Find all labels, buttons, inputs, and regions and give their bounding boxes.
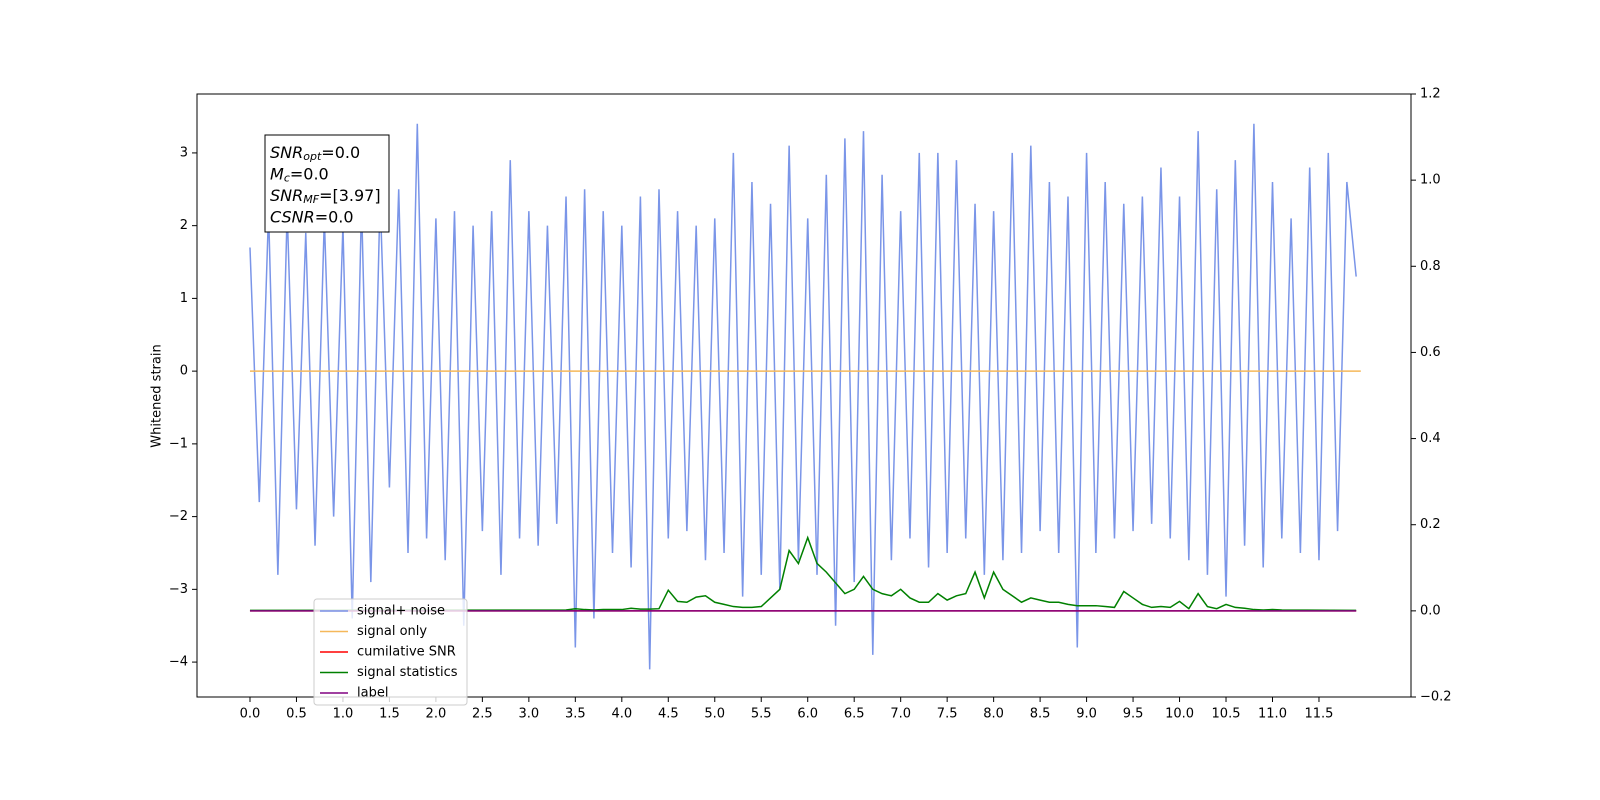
x-tick-label: 10.5 bbox=[1212, 707, 1241, 722]
annotation-text: =0.0 bbox=[290, 164, 329, 183]
x-tick-label: 5.0 bbox=[704, 707, 725, 722]
annotation-sub: c bbox=[284, 172, 290, 185]
annotation-text: =0.0 bbox=[321, 143, 360, 162]
x-tick-label: 2.5 bbox=[472, 707, 493, 722]
legend-label: signal statistics bbox=[357, 665, 458, 680]
x-tick-label: 4.0 bbox=[611, 707, 632, 722]
x-tick-label: 2.0 bbox=[426, 707, 447, 722]
x-tick-label: 4.5 bbox=[658, 707, 679, 722]
annotation-box bbox=[264, 134, 390, 233]
y-tick-label: −3 bbox=[169, 582, 188, 597]
x-tick-label: 3.0 bbox=[519, 707, 540, 722]
annotation: CSNR=0.0 bbox=[270, 207, 354, 226]
annotation: Mc=0.0 bbox=[270, 164, 329, 185]
y2-tick-label: 1.2 bbox=[1420, 87, 1441, 102]
annotation-sub: MF bbox=[303, 193, 319, 206]
x-tick-label: 9.5 bbox=[1123, 707, 1144, 722]
x-tick-label: 1.0 bbox=[333, 707, 354, 722]
x-tick-label: 6.0 bbox=[797, 707, 818, 722]
x-tick-label: 1.5 bbox=[379, 707, 400, 722]
legend-label: label bbox=[357, 686, 388, 701]
annotation-sub: opt bbox=[303, 150, 322, 163]
y-axis-label: Whitened strain bbox=[150, 344, 165, 447]
x-tick-label: 5.5 bbox=[751, 707, 772, 722]
y2-tick-label: 0.6 bbox=[1420, 345, 1441, 360]
x-tick-label: 11.5 bbox=[1304, 707, 1333, 722]
y2-tick-label: 0.2 bbox=[1420, 517, 1441, 532]
y-tick-label: 3 bbox=[180, 145, 188, 160]
legend-label: cumilative SNR bbox=[357, 645, 456, 660]
annotation-symbol: M bbox=[270, 164, 284, 183]
legend-label: signal only bbox=[357, 624, 427, 639]
x-tick-label: 7.0 bbox=[890, 707, 911, 722]
annotation-symbol: CSNR bbox=[270, 207, 315, 226]
series-line bbox=[249, 535, 1357, 612]
legend-box bbox=[313, 598, 468, 706]
x-tick-label: 0.0 bbox=[240, 707, 261, 722]
x-tick-label: 8.5 bbox=[1030, 707, 1051, 722]
y-tick-label: −4 bbox=[169, 655, 188, 670]
annotation-text: =0.0 bbox=[315, 207, 354, 226]
annotation: SNRopt=0.0 bbox=[270, 143, 360, 164]
x-tick-label: 0.5 bbox=[286, 707, 307, 722]
series-line bbox=[249, 123, 1357, 670]
y-tick-label: 2 bbox=[180, 218, 188, 233]
legend-label: signal+ noise bbox=[357, 604, 445, 619]
y-tick-label: −1 bbox=[169, 436, 188, 451]
annotation-symbol: SNR bbox=[270, 186, 303, 205]
x-tick-label: 8.0 bbox=[983, 707, 1004, 722]
x-tick-label: 7.5 bbox=[937, 707, 958, 722]
x-tick-label: 6.5 bbox=[844, 707, 865, 722]
annotation: SNRMF=[3.97] bbox=[270, 186, 381, 207]
y2-tick-label: 1.0 bbox=[1420, 173, 1441, 188]
y-tick-label: 1 bbox=[180, 291, 188, 306]
y2-tick-label: 0.8 bbox=[1420, 259, 1441, 274]
x-tick-label: 9.0 bbox=[1076, 707, 1097, 722]
y-tick-label: 0 bbox=[180, 364, 188, 379]
x-tick-label: 11.0 bbox=[1258, 707, 1287, 722]
x-tick-label: 3.5 bbox=[565, 707, 586, 722]
plot-frame bbox=[196, 93, 1412, 698]
y2-tick-label: 0.4 bbox=[1420, 431, 1441, 446]
annotation-symbol: SNR bbox=[270, 143, 303, 162]
y2-tick-label: 0.0 bbox=[1420, 603, 1441, 618]
y2-tick-label: −0.2 bbox=[1420, 690, 1452, 705]
annotation-text: =[3.97] bbox=[319, 186, 381, 205]
x-tick-label: 10.0 bbox=[1165, 707, 1194, 722]
y-tick-label: −2 bbox=[169, 509, 188, 524]
